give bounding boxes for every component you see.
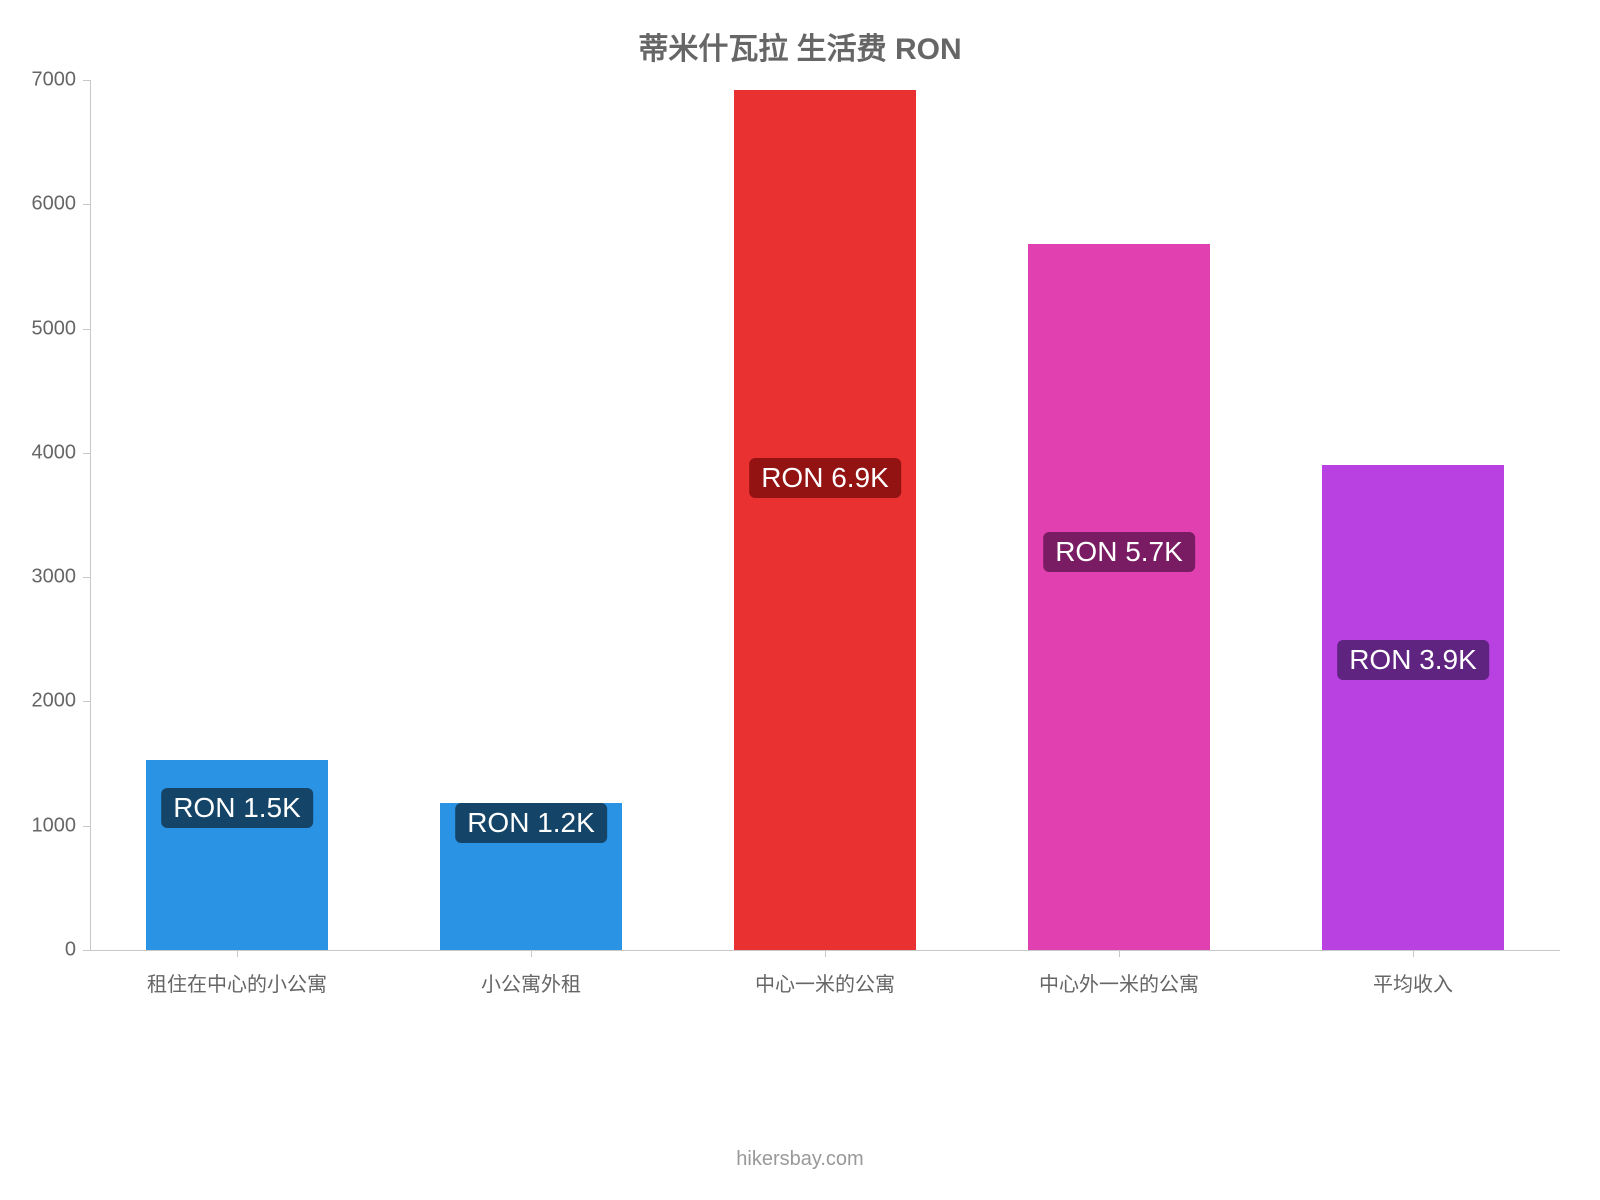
bar-value-badge: RON 1.5K — [161, 788, 313, 828]
y-tick-mark — [83, 329, 90, 330]
y-tick-label: 0 — [0, 939, 76, 962]
y-tick-label: 7000 — [0, 69, 76, 92]
x-tick-mark — [531, 950, 532, 957]
y-tick-label: 2000 — [0, 690, 76, 713]
y-tick-label: 1000 — [0, 814, 76, 837]
y-tick-mark — [83, 204, 90, 205]
x-tick-mark — [1119, 950, 1120, 957]
bar-value-badge: RON 6.9K — [749, 458, 901, 498]
y-tick-mark — [83, 950, 90, 951]
x-tick-label: 平均收入 — [1373, 968, 1453, 997]
x-tick-label: 小公寓外租 — [481, 968, 581, 997]
y-tick-label: 5000 — [0, 317, 76, 340]
chart-title: 蒂米什瓦拉 生活费 RON — [0, 24, 1600, 68]
y-tick-mark — [83, 577, 90, 578]
bar — [1028, 244, 1210, 950]
cost-of-living-chart: 蒂米什瓦拉 生活费 RON hikersbay.com 0 1000 2000 300… — [0, 0, 1600, 1200]
y-axis-line — [90, 80, 91, 950]
y-tick-mark — [83, 826, 90, 827]
y-tick-mark — [83, 80, 90, 81]
attribution-text: hikersbay.com — [0, 1148, 1600, 1171]
x-tick-label: 租住在中心的小公寓 — [147, 968, 327, 997]
bar-value-badge: RON 1.2K — [455, 803, 607, 843]
bar-value-badge: RON 5.7K — [1043, 532, 1195, 572]
bar-value-badge: RON 3.9K — [1337, 640, 1489, 680]
y-tick-mark — [83, 701, 90, 702]
y-tick-label: 4000 — [0, 441, 76, 464]
x-tick-label: 中心一米的公寓 — [755, 968, 895, 997]
y-tick-label: 3000 — [0, 566, 76, 589]
y-tick-mark — [83, 453, 90, 454]
x-tick-mark — [825, 950, 826, 957]
y-tick-label: 6000 — [0, 193, 76, 216]
bar — [734, 90, 916, 950]
x-tick-label: 中心外一米的公寓 — [1039, 968, 1199, 997]
bar — [1322, 465, 1504, 950]
x-tick-mark — [1413, 950, 1414, 957]
x-tick-mark — [237, 950, 238, 957]
